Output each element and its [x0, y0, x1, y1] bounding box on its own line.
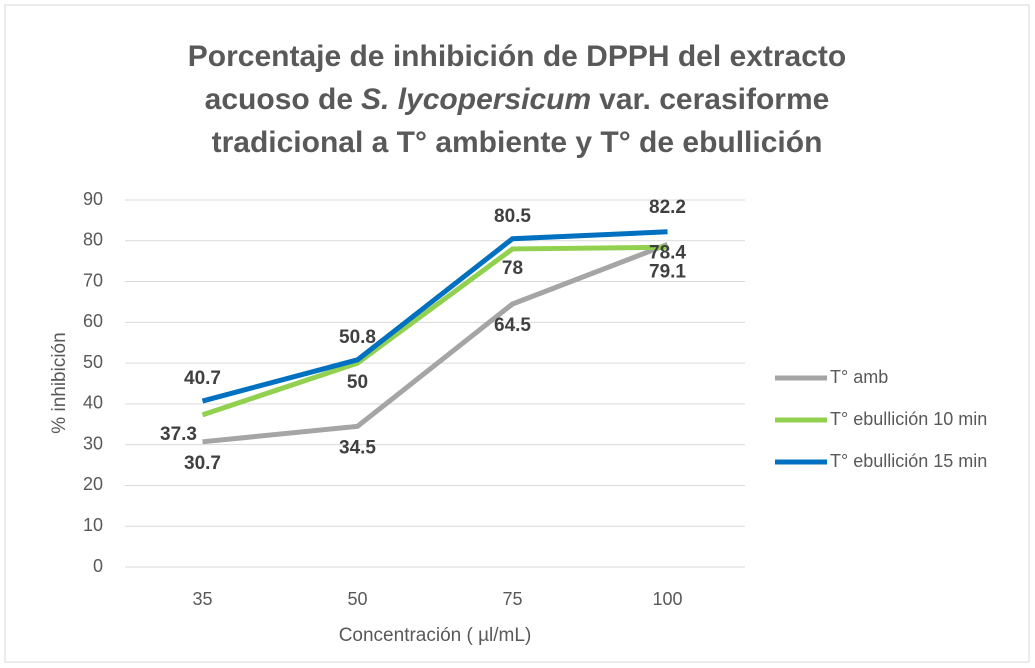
data-label: 37.3: [160, 424, 197, 445]
y-tick-label: 60: [83, 311, 103, 331]
y-tick-label: 80: [83, 230, 103, 250]
y-tick-label: 20: [83, 474, 103, 494]
title-part: acuoso de: [205, 83, 353, 116]
y-tick-label: 50: [83, 352, 103, 372]
x-tick-label: 75: [502, 589, 522, 609]
series-line: [201, 244, 668, 418]
title-part: tradicional a T° ambiente y T° de ebulli…: [212, 126, 823, 159]
y-tick-label: 70: [83, 270, 103, 290]
data-label: 78.4: [649, 242, 686, 263]
data-label: 50.8: [339, 327, 376, 348]
data-label: 78: [502, 258, 523, 279]
data-label: 50: [347, 372, 368, 393]
data-label: 40.7: [184, 368, 221, 389]
legend-label: T° ebullición 15 min: [830, 451, 987, 471]
series-line: [201, 229, 668, 404]
title-part: S. lycopersicum: [361, 83, 591, 116]
x-tick-label: 35: [192, 589, 212, 609]
y-tick-label: 40: [83, 393, 103, 413]
chart-frame: [4, 4, 1030, 663]
y-tick-label: 90: [83, 189, 103, 209]
data-label: 30.7: [184, 453, 221, 474]
data-label: 80.5: [494, 206, 531, 227]
title-part: Porcentaje de inhibición de DPPH del ext…: [188, 40, 847, 73]
x-axis-title: Concentración ( µl/mL): [339, 625, 532, 646]
title-part: var. cerasiforme: [599, 83, 829, 116]
y-tick-label: 10: [83, 515, 103, 535]
data-label: 34.5: [339, 437, 376, 458]
data-label: 82.2: [649, 197, 686, 218]
legend-label: T° amb: [830, 367, 888, 387]
y-axis-title: % inhibición: [49, 332, 70, 433]
chart-title: Porcentaje de inhibición de DPPH del ext…: [188, 40, 847, 73]
chart-title: tradicional a T° ambiente y T° de ebulli…: [212, 126, 823, 159]
y-tick-label: 0: [93, 556, 103, 576]
data-label: 64.5: [494, 315, 531, 336]
legend-label: T° ebullición 10 min: [830, 409, 987, 429]
chart-title: acuoso de S. lycopersicum var. cerasiforme: [205, 83, 830, 116]
data-label: 79.1: [649, 261, 686, 282]
x-tick-label: 50: [347, 589, 367, 609]
y-tick-label: 30: [83, 433, 103, 453]
series-line: [202, 242, 669, 445]
x-tick-label: 100: [652, 589, 682, 609]
